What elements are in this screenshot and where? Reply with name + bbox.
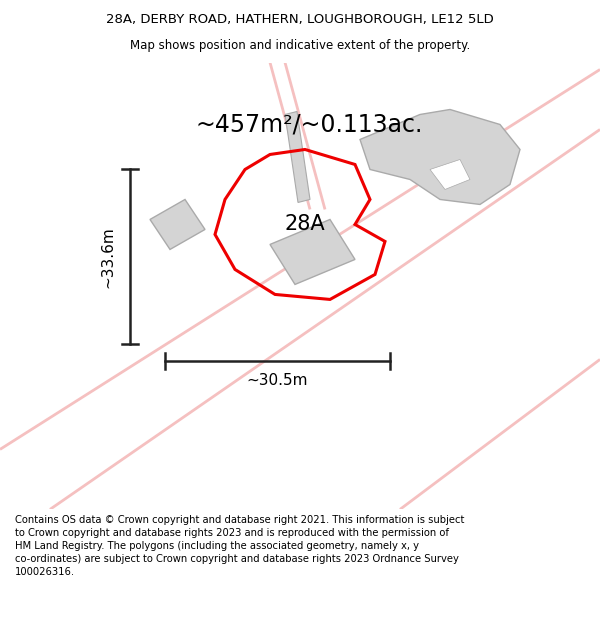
Polygon shape (270, 219, 355, 284)
Text: 28A, DERBY ROAD, HATHERN, LOUGHBOROUGH, LE12 5LD: 28A, DERBY ROAD, HATHERN, LOUGHBOROUGH, … (106, 12, 494, 26)
Polygon shape (430, 159, 470, 189)
Polygon shape (360, 109, 520, 204)
Text: 28A: 28A (284, 214, 325, 234)
Text: ~457m²/~0.113ac.: ~457m²/~0.113ac. (195, 112, 422, 136)
Text: Map shows position and indicative extent of the property.: Map shows position and indicative extent… (130, 39, 470, 52)
Polygon shape (150, 199, 205, 249)
Polygon shape (285, 111, 310, 202)
Text: Contains OS data © Crown copyright and database right 2021. This information is : Contains OS data © Crown copyright and d… (15, 515, 464, 578)
Text: ~30.5m: ~30.5m (247, 373, 308, 388)
Text: ~33.6m: ~33.6m (100, 226, 115, 288)
